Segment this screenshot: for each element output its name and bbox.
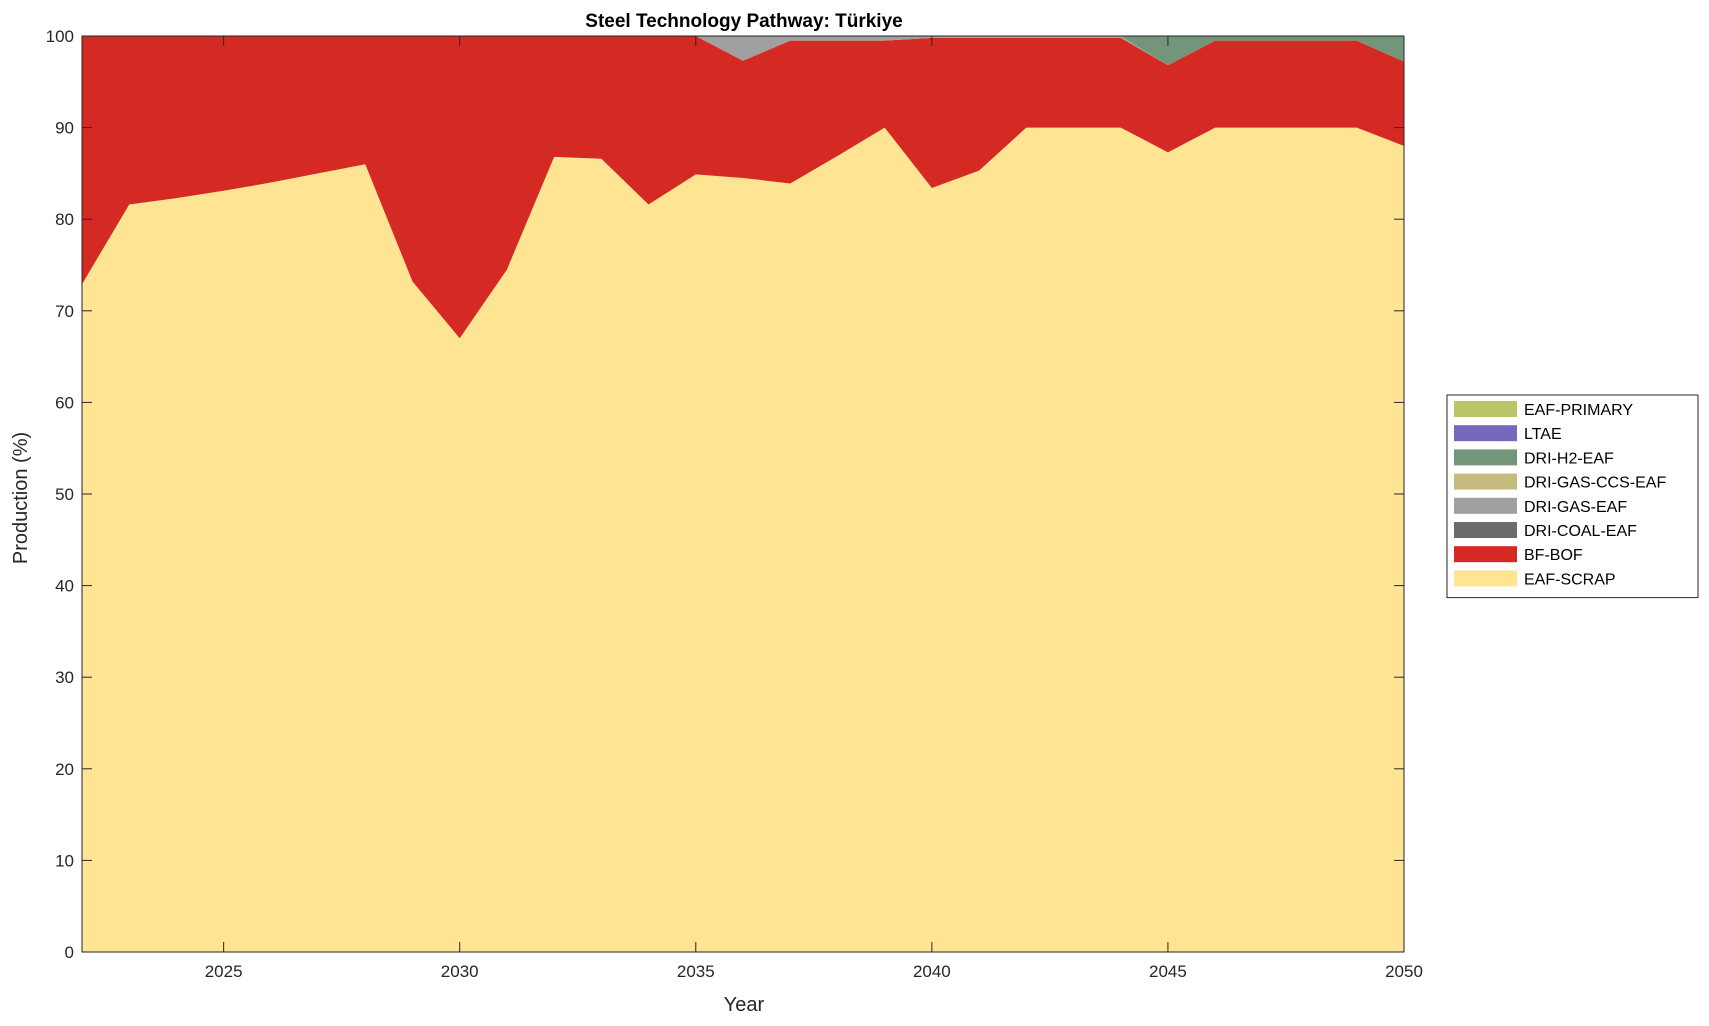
legend-label-dri-gas-ccs-eaf: DRI-GAS-CCS-EAF	[1524, 475, 1666, 492]
y-tick-label: 10	[55, 851, 74, 870]
y-tick-label: 30	[55, 668, 74, 687]
area-series-dri-h2-eaf	[82, 36, 1404, 66]
area-series-eaf-scrap	[82, 127, 1404, 953]
area-series-bf-bof	[82, 36, 1404, 339]
x-tick-label: 2035	[677, 962, 715, 981]
legend-swatch-dri-h2-eaf	[1454, 449, 1517, 466]
legend-swatch-dri-gas-eaf	[1454, 497, 1517, 514]
y-tick-label: 0	[65, 943, 74, 962]
legend-label-dri-coal-eaf: DRI-COAL-EAF	[1524, 523, 1637, 540]
legend-swatch-ltae	[1454, 425, 1517, 442]
legend: EAF-PRIMARY LTAE DRI-H2-EAF DRI-GAS-CCS-EAF…	[1446, 394, 1699, 599]
legend-swatch-eaf-scrap	[1454, 570, 1517, 587]
x-tick-label: 2040	[913, 962, 951, 981]
y-tick-label: 100	[46, 27, 74, 46]
x-axis-label: Year	[724, 994, 765, 1016]
legend-label-eaf-scrap: EAF-SCRAP	[1524, 571, 1616, 588]
y-tick-label: 70	[55, 302, 74, 321]
legend-swatch-dri-gas-ccs-eaf	[1454, 473, 1517, 490]
y-tick-label: 80	[55, 210, 74, 229]
legend-swatch-bf-bof	[1454, 546, 1517, 563]
legend-swatch-dri-coal-eaf	[1454, 522, 1517, 538]
y-tick-label: 50	[55, 485, 74, 504]
legend-label-ltae: LTAE	[1524, 426, 1562, 443]
y-axis-label: Production (%)	[10, 432, 32, 564]
area-layer	[82, 36, 1404, 953]
x-tick-label: 2025	[205, 962, 243, 981]
area-series-dri-gas-eaf	[82, 36, 1404, 66]
legend-label-dri-gas-eaf: DRI-GAS-EAF	[1524, 499, 1627, 516]
y-tick-label: 20	[55, 760, 74, 779]
x-tick-label: 2030	[441, 962, 479, 981]
legend-label-eaf-primary: EAF-PRIMARY	[1524, 402, 1633, 419]
x-tick-label: 2050	[1385, 962, 1423, 981]
y-tick-label: 60	[55, 393, 74, 412]
x-tick-label: 2045	[1149, 962, 1187, 981]
chart-title: Steel Technology Pathway: Türkiye	[585, 11, 902, 32]
legend-label-dri-h2-eaf: DRI-H2-EAF	[1524, 450, 1614, 467]
legend-label-bf-bof: BF-BOF	[1524, 547, 1583, 564]
y-tick-label: 40	[55, 577, 74, 596]
y-tick-label: 90	[55, 119, 74, 138]
legend-swatch-eaf-primary	[1454, 401, 1517, 417]
